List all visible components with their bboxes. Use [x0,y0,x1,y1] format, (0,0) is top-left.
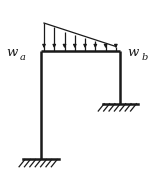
Text: w: w [128,46,139,59]
Text: a: a [20,53,26,62]
Text: w: w [6,46,17,59]
Text: b: b [142,53,148,62]
